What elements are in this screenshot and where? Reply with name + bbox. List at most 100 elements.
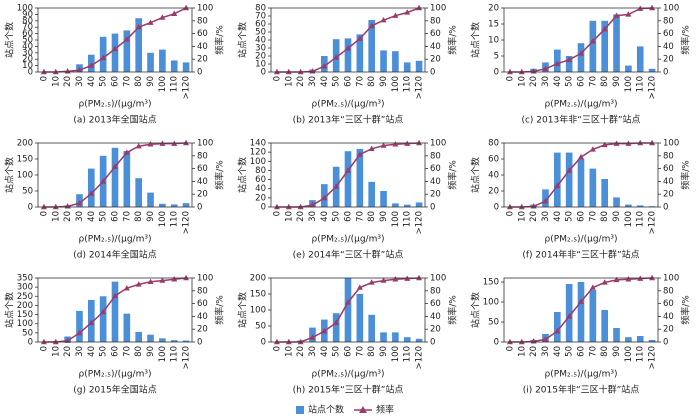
y2-tick-label: 100 [663, 139, 679, 149]
y-tick-label: 30 [255, 44, 266, 54]
y2-tick-label: 100 [663, 274, 679, 284]
frequency-marker [649, 274, 656, 281]
frequency-marker [52, 203, 59, 210]
x-tick-label: 50 [332, 211, 342, 222]
x-tick-label: 110 [636, 211, 646, 227]
y2-tick-label: 40 [197, 177, 208, 187]
frequency-marker [518, 338, 525, 345]
legend-swatch-marker [359, 406, 367, 413]
x-tick-label: 60 [111, 346, 121, 357]
bar [170, 204, 178, 207]
y2-tick-label: 80 [663, 16, 674, 26]
frequency-marker [52, 338, 59, 345]
y2-tick-label: 0 [430, 203, 435, 213]
x-tick-label: 10 [517, 346, 527, 357]
x-tick-label: 90 [612, 346, 622, 357]
bar [601, 310, 609, 342]
y-tick-label: 100 [17, 171, 33, 181]
frequency-marker [112, 45, 118, 52]
x-tick-label: 40 [553, 76, 563, 87]
bar [613, 328, 620, 342]
bar [344, 278, 352, 342]
frequency-marker [123, 285, 130, 291]
bar [111, 147, 119, 207]
y-tick-label: 150 [17, 310, 33, 320]
x-tick-label: 70 [588, 346, 598, 357]
x-tick-label: 110 [403, 346, 413, 362]
x-tick-label: >120 [415, 346, 425, 369]
x-tick-label: 20 [529, 346, 539, 357]
bar [636, 205, 644, 207]
y2-tick-label: 40 [197, 312, 208, 322]
bar [392, 203, 399, 207]
x-tick-label: 80 [600, 211, 610, 222]
bar [648, 340, 656, 342]
y2-tick-label: 40 [663, 312, 674, 322]
y-axis-label: 站点个数 [470, 22, 482, 58]
y-tick-label: 50 [255, 322, 266, 332]
x-tick-label: 10 [284, 211, 294, 222]
frequency-marker [333, 319, 340, 325]
y-tick-label: 15 [488, 20, 499, 30]
x-tick-label: 30 [308, 211, 318, 222]
x-tick-label: 110 [636, 76, 646, 92]
frequency-marker [416, 274, 423, 281]
y2-tick-label: 0 [663, 203, 668, 213]
frequency-marker [380, 16, 387, 23]
frequency-marker [273, 68, 280, 75]
bar [182, 340, 190, 342]
y-tick-label: 20 [488, 187, 499, 197]
x-tick-label: 0 [39, 76, 49, 81]
bar [170, 60, 178, 72]
x-tick-label: 80 [367, 76, 377, 87]
x-tick-label: 40 [320, 346, 330, 357]
x-tick-label: 50 [332, 76, 342, 87]
bar [403, 62, 411, 72]
frequency-marker [518, 68, 525, 75]
frequency-marker [76, 199, 83, 206]
frequency-marker [297, 203, 304, 210]
x-tick-label: >120 [182, 211, 192, 234]
x-axis-label: ρ(PM₂.₅)/(μg/m³) [79, 100, 152, 110]
bar [356, 34, 364, 72]
bar [636, 336, 644, 342]
y2-tick-label: 40 [430, 177, 441, 187]
y2-tick-label: 60 [430, 29, 441, 39]
y2-tick-label: 0 [430, 68, 435, 78]
y-tick-label: 200 [17, 139, 33, 149]
x-tick-label: 100 [391, 211, 401, 227]
y-tick-label: 100 [250, 306, 266, 316]
y2-tick-label: 60 [430, 164, 441, 174]
frequency-marker [578, 153, 584, 160]
y2-tick-label: 40 [663, 177, 674, 187]
plot-frame [270, 277, 426, 343]
bar [625, 337, 632, 342]
y2-axis-label: 频率/% [214, 160, 226, 190]
y-tick-label: 10 [255, 60, 266, 70]
frequency-marker [601, 279, 608, 285]
y-tick-label: 200 [17, 301, 33, 311]
x-tick-label: 90 [612, 76, 622, 87]
x-tick-label: 20 [296, 346, 306, 357]
y-tick-label: 0 [494, 203, 499, 213]
frequency-marker [368, 145, 375, 151]
frequency-marker [506, 338, 513, 345]
caption: (i) 2015年非“三区十群”站点 [523, 384, 640, 396]
y-tick-label: 100 [17, 4, 33, 14]
y2-tick-label: 80 [197, 151, 208, 161]
y-tick-label: 80 [488, 139, 499, 149]
x-tick-label: 50 [99, 211, 109, 222]
bar [565, 56, 573, 72]
frequency-marker [345, 167, 351, 173]
y2-tick-label: 60 [663, 299, 674, 309]
frequency-marker [416, 139, 423, 146]
frequency-marker [285, 338, 292, 345]
y-axis-label: 站点个数 [4, 292, 16, 328]
frequency-marker [601, 141, 608, 148]
x-tick-label: >120 [182, 346, 192, 369]
y2-tick-label: 20 [663, 190, 674, 200]
y-tick-label: 80 [22, 16, 33, 26]
bar [111, 33, 119, 72]
